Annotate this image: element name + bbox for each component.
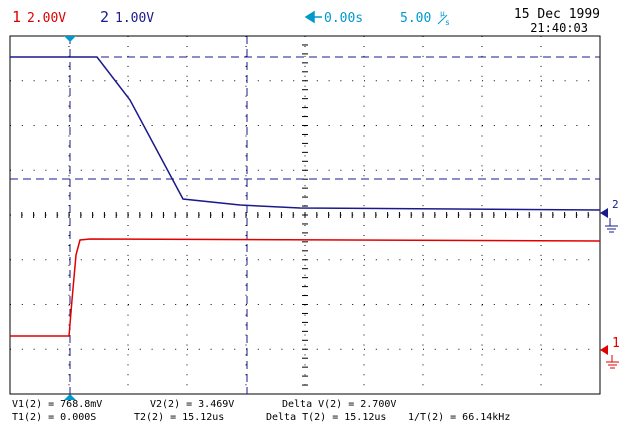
ch1-number: 1 [12, 8, 21, 26]
time-offset: 0.00s [324, 11, 363, 26]
offset-arrow [304, 10, 322, 24]
ch1-marker: 1 [612, 336, 620, 351]
measurement: V1(2) = 768.8mV [12, 399, 102, 410]
measurement: Delta V(2) = 2.700V [282, 399, 396, 410]
trigger-marker [64, 36, 76, 42]
ground-symbol [606, 355, 619, 369]
timebase: 5.00 [400, 11, 431, 26]
measurement: 1/T(2) = 66.14kHz [408, 412, 510, 423]
ch2-marker-arrow [600, 208, 608, 218]
timebase-unit: µ [440, 9, 445, 18]
ch2-marker: 2 [612, 198, 619, 211]
timebase-slash [437, 14, 448, 25]
ch1-trace [10, 238, 601, 337]
measurement: T2(2) = 15.12us [134, 412, 224, 423]
measurement: T1(2) = 0.000S [12, 412, 96, 423]
timebase-unit: s [445, 18, 450, 27]
graticule [9, 35, 601, 395]
ch1-scale: 2.00V [27, 11, 66, 26]
ch2-number: 2 [100, 8, 109, 26]
cursors [10, 36, 600, 394]
date: 15 Dec 1999 [514, 7, 600, 22]
measurement: Delta T(2) = 15.12us [266, 412, 386, 423]
ground-symbol [605, 218, 618, 233]
ch1-marker-arrow [600, 345, 608, 355]
measurement: V2(2) = 3.469V [150, 399, 234, 410]
trigger-marker [64, 394, 76, 400]
ch2-trace [10, 56, 601, 211]
ch2-scale: 1.00V [115, 11, 154, 26]
time: 21:40:03 [530, 21, 588, 35]
